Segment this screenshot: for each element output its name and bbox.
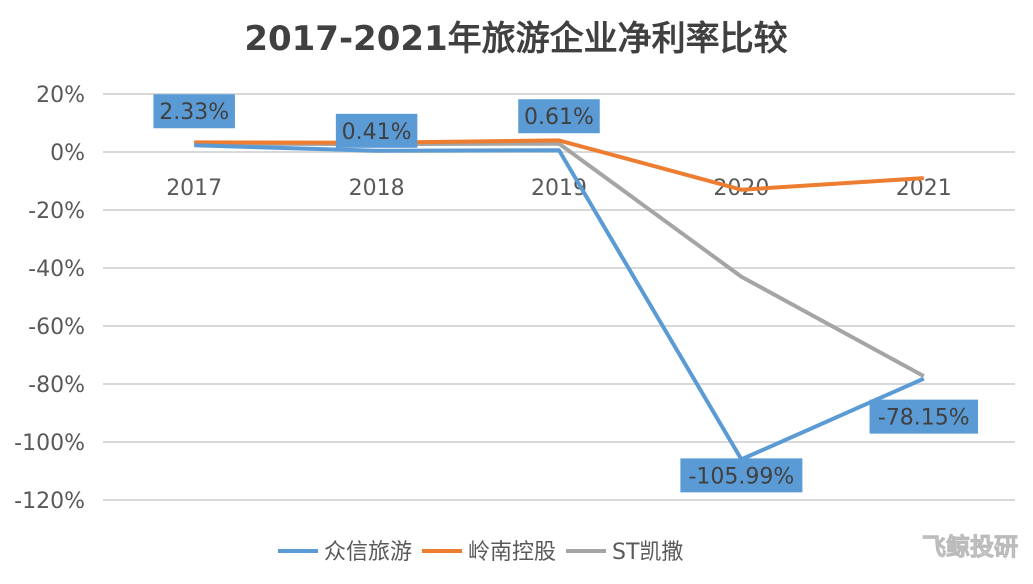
data-label-box	[680, 458, 803, 493]
y-tick-label: -100%	[14, 431, 85, 456]
data-label: 0.61%	[524, 105, 594, 130]
y-tick-label: -80%	[28, 373, 85, 398]
data-label-box	[335, 113, 418, 148]
y-tick-label: -40%	[28, 257, 85, 282]
data-label: -78.15%	[878, 406, 970, 431]
chart-title: 2017-2021年旅游企业净利率比较	[244, 19, 787, 59]
x-tick-label: 2018	[349, 176, 405, 201]
data-label: -105.99%	[688, 464, 794, 489]
watermark: 飞鲸投研	[922, 533, 1018, 561]
y-tick-label: 0%	[50, 141, 85, 166]
data-label: 0.41%	[342, 120, 412, 145]
legend-label: 众信旅游	[324, 540, 412, 565]
data-label-box	[518, 99, 600, 134]
y-tick-label: -120%	[14, 489, 85, 514]
series-line-1	[194, 138, 924, 192]
data-label: 2.33%	[159, 100, 229, 125]
data-label-box	[153, 94, 235, 129]
data-label-box	[869, 399, 979, 434]
legend-label: 岭南控股	[468, 540, 556, 565]
y-tick-label: 20%	[36, 83, 85, 108]
y-tick-label: -60%	[28, 315, 85, 340]
legend-label: ST凯撒	[612, 540, 683, 565]
y-tick-label: -20%	[28, 199, 85, 224]
x-tick-label: 2017	[166, 176, 222, 201]
series-line-0	[194, 143, 925, 462]
